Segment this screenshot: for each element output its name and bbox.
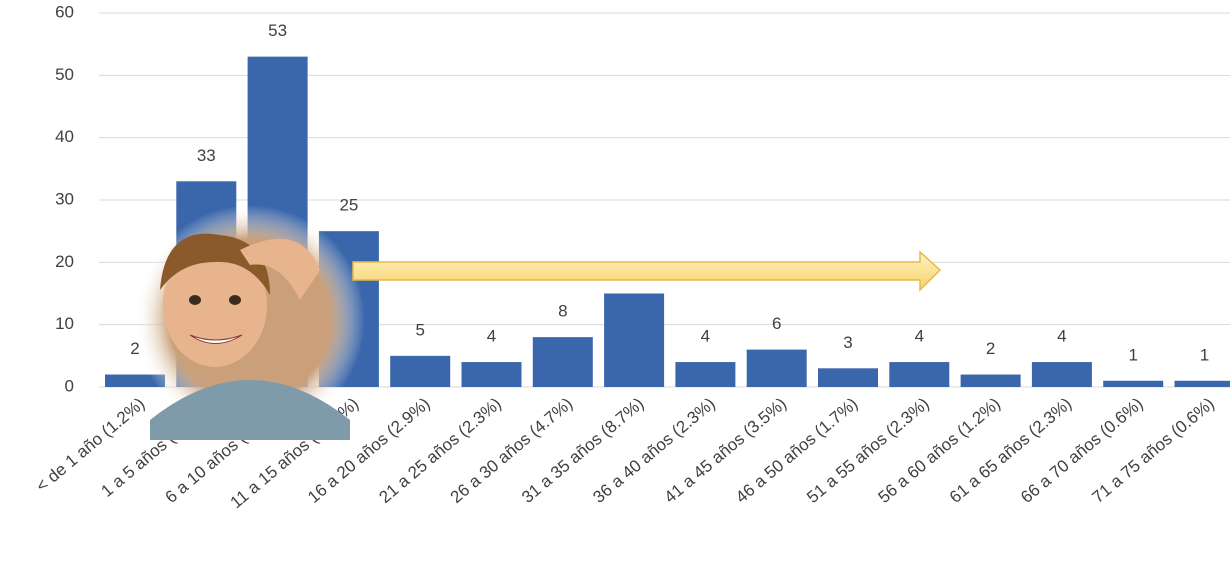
bar xyxy=(604,294,664,388)
value-label: 53 xyxy=(268,21,287,40)
bar xyxy=(818,368,878,387)
bar xyxy=(1175,381,1230,387)
y-tick-label: 30 xyxy=(55,189,74,208)
value-label: 25 xyxy=(339,196,358,215)
x-tick-label: 31 a 35 años (8.7%) xyxy=(518,394,648,507)
value-label: 1 xyxy=(1128,345,1137,364)
bar xyxy=(1103,381,1163,387)
x-tick-label: 56 a 60 años (1.2%) xyxy=(875,394,1005,507)
bar xyxy=(462,362,522,387)
bar xyxy=(961,375,1021,387)
value-label: 4 xyxy=(1057,327,1066,346)
x-tick-label: 41 a 45 años (3.5%) xyxy=(661,394,791,507)
bar xyxy=(1032,362,1092,387)
x-tick-label: 21 a 25 años (2.3%) xyxy=(375,394,505,507)
bar xyxy=(675,362,735,387)
value-label: 4 xyxy=(915,327,924,346)
value-label: 33 xyxy=(197,146,216,165)
value-label: 2 xyxy=(986,339,995,358)
bar xyxy=(889,362,949,387)
boy-photo xyxy=(135,205,365,440)
value-label: 1 xyxy=(1200,345,1209,364)
value-label: 4 xyxy=(487,327,496,346)
x-tick-label: 46 a 50 años (1.7%) xyxy=(732,394,862,507)
value-label: 6 xyxy=(772,314,781,333)
x-tick-label: 36 a 40 años (2.3%) xyxy=(589,394,719,507)
value-label: 5 xyxy=(415,320,424,339)
value-label: 8 xyxy=(558,302,567,321)
y-tick-label: 40 xyxy=(55,127,74,146)
bar xyxy=(533,337,593,387)
chart: 0102030405060< de 1 año (1.2%)21 a 5 año… xyxy=(0,0,1230,578)
x-tick-label: 51 a 55 años (2.3%) xyxy=(803,394,933,507)
bar xyxy=(747,350,807,387)
value-label: 3 xyxy=(843,333,852,352)
x-tick-label: 66 a 70 años (0.6%) xyxy=(1017,394,1147,507)
value-label: 4 xyxy=(701,327,710,346)
y-tick-label: 60 xyxy=(55,2,74,21)
y-tick-label: 20 xyxy=(55,252,74,271)
y-tick-label: 50 xyxy=(55,65,74,84)
bar xyxy=(390,356,450,387)
arrow xyxy=(353,252,940,290)
y-tick-label: 0 xyxy=(65,376,74,395)
x-tick-label: 71 a 75 años (0.6%) xyxy=(1088,394,1218,507)
y-tick-label: 10 xyxy=(55,314,74,333)
x-tick-label: 26 a 30 años (4.7%) xyxy=(447,394,577,507)
x-tick-label: 61 a 65 años (2.3%) xyxy=(946,394,1076,507)
